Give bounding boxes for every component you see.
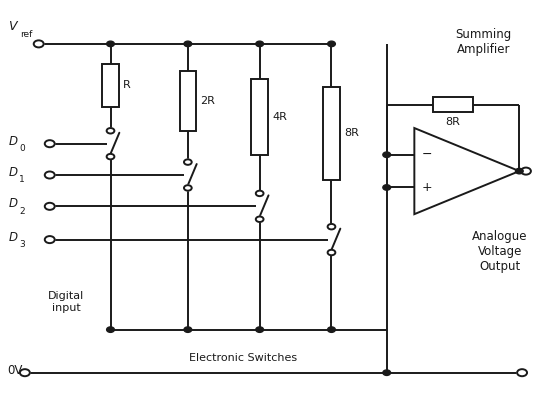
Text: R: R xyxy=(123,80,131,91)
Circle shape xyxy=(383,152,391,158)
Circle shape xyxy=(184,159,192,165)
Circle shape xyxy=(184,185,192,191)
Circle shape xyxy=(383,370,391,376)
Text: D: D xyxy=(8,231,17,244)
Circle shape xyxy=(383,185,391,190)
Text: Digital
input: Digital input xyxy=(48,291,84,313)
Circle shape xyxy=(256,191,263,196)
Circle shape xyxy=(107,154,114,159)
Text: D: D xyxy=(8,135,17,148)
Text: D: D xyxy=(8,197,17,210)
Text: 2: 2 xyxy=(20,206,25,216)
Text: 4R: 4R xyxy=(272,112,287,122)
Circle shape xyxy=(45,236,55,243)
Circle shape xyxy=(107,41,114,46)
Circle shape xyxy=(45,140,55,147)
Circle shape xyxy=(107,128,114,133)
Text: −: − xyxy=(421,148,432,161)
Text: 3: 3 xyxy=(20,240,25,249)
Text: ref: ref xyxy=(21,30,33,39)
Circle shape xyxy=(328,250,335,255)
Text: +: + xyxy=(421,181,432,194)
Circle shape xyxy=(517,369,527,376)
Circle shape xyxy=(256,327,263,332)
Bar xyxy=(433,97,473,112)
Circle shape xyxy=(184,41,192,46)
Bar xyxy=(102,64,119,107)
Text: 0V: 0V xyxy=(7,364,22,377)
Circle shape xyxy=(107,327,114,332)
Circle shape xyxy=(516,168,523,174)
Circle shape xyxy=(45,172,55,179)
Text: 1: 1 xyxy=(20,175,25,184)
Circle shape xyxy=(328,224,335,229)
Bar xyxy=(251,79,268,154)
Text: Electronic Switches: Electronic Switches xyxy=(189,353,297,363)
Text: Summing
Amplifier: Summing Amplifier xyxy=(455,28,512,56)
Circle shape xyxy=(33,40,44,47)
Text: V: V xyxy=(8,20,17,33)
Text: D: D xyxy=(8,166,17,179)
Circle shape xyxy=(20,369,30,376)
Circle shape xyxy=(328,41,335,46)
Circle shape xyxy=(256,41,263,46)
Text: 8R: 8R xyxy=(446,118,460,127)
Text: 8R: 8R xyxy=(344,128,359,138)
Circle shape xyxy=(256,216,263,222)
Circle shape xyxy=(521,168,531,175)
Bar xyxy=(323,87,340,180)
Circle shape xyxy=(184,327,192,332)
Circle shape xyxy=(328,327,335,332)
Text: 0: 0 xyxy=(20,144,25,153)
Text: Analogue
Voltage
Output: Analogue Voltage Output xyxy=(472,230,528,273)
Text: 2R: 2R xyxy=(200,96,215,106)
Circle shape xyxy=(45,203,55,210)
Bar xyxy=(180,71,196,131)
